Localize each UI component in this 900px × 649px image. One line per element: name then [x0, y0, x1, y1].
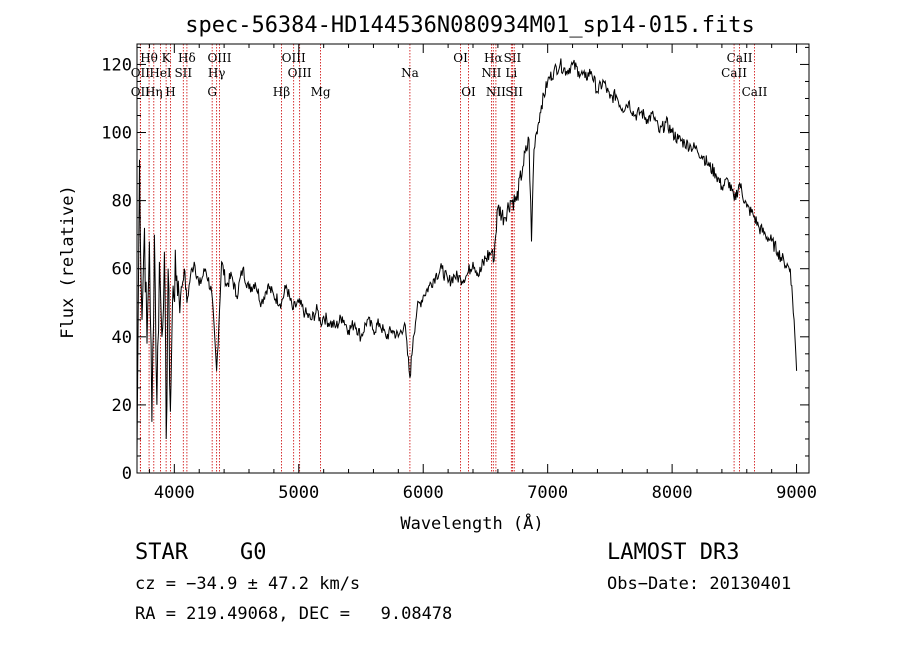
line-label-17: OI [453, 51, 468, 65]
line-label-5: Hη [145, 85, 163, 99]
line-label-8: Hδ [178, 51, 196, 65]
coordinates: RA = 219.49068, DEC = 9.08478 [135, 604, 453, 624]
spectrum-series [136, 58, 798, 457]
line-label-26: CaII [721, 66, 747, 80]
y-tick-label: 100 [101, 124, 132, 144]
line-label-20: NII [481, 66, 501, 80]
line-label-24: SII [505, 85, 523, 99]
object-type: STAR [135, 540, 188, 565]
line-label-23: Li [505, 66, 517, 80]
line-label-4: HeI [149, 66, 172, 80]
line-label-21: NII [486, 85, 506, 99]
survey-name: LAMOST DR3 [607, 540, 740, 565]
y-axis-label: Flux (relative) [58, 185, 78, 339]
line-label-22: SII [504, 51, 522, 65]
y-tick-label: 80 [112, 192, 132, 212]
y-tick-label: 0 [122, 464, 132, 484]
line-label-13: OIII [282, 51, 306, 65]
line-label-27: CaII [742, 85, 768, 99]
line-label-6: H [165, 85, 175, 99]
line-label-16: Na [401, 66, 419, 80]
y-axis: 0 20 40 60 80 100 120 [101, 46, 809, 484]
line-label-7: SII [174, 66, 192, 80]
x-axis-label: Wavelength (Å) [400, 512, 543, 534]
line-label-3: K [162, 51, 172, 65]
x-tick-label: 8000 [652, 483, 693, 503]
x-tick-label: 7000 [527, 483, 568, 503]
plot-frame [136, 43, 810, 474]
line-label-14: OIII [288, 66, 312, 80]
x-axis: 4000 5000 6000 7000 8000 9000 [148, 44, 817, 503]
x-tick-label: 4000 [154, 483, 195, 503]
line-label-12: Hβ [273, 85, 290, 99]
chart-title: spec-56384-HD144536N080934M01_sp14-015.f… [185, 13, 755, 38]
line-label-19: Hα [484, 51, 503, 65]
line-label-2: OII [131, 85, 151, 99]
line-label-1: OII [131, 66, 151, 80]
y-tick-label: 40 [112, 328, 132, 348]
y-tick-label: 20 [112, 396, 132, 416]
observation-date: Obs−Date: 20130401 [607, 574, 792, 594]
spectral-subclass: G0 [240, 540, 267, 565]
line-label-25: CaII [727, 51, 753, 65]
line-label-18: OI [461, 85, 476, 99]
redshift-cz: cz = −34.9 ± 47.2 km/s [135, 574, 361, 594]
line-label-11: G [207, 85, 217, 99]
x-tick-label: 5000 [278, 483, 319, 503]
line-label-10: Hγ [208, 66, 226, 80]
spectrum-line [136, 58, 798, 457]
x-tick-label: 6000 [403, 483, 444, 503]
line-label-0: Hθ [140, 51, 158, 65]
y-tick-label: 60 [112, 260, 132, 280]
y-tick-label: 120 [101, 55, 132, 75]
x-tick-label: 9000 [776, 483, 817, 503]
line-label-15: Mg [311, 85, 331, 99]
line-label-9: OIII [207, 51, 231, 65]
